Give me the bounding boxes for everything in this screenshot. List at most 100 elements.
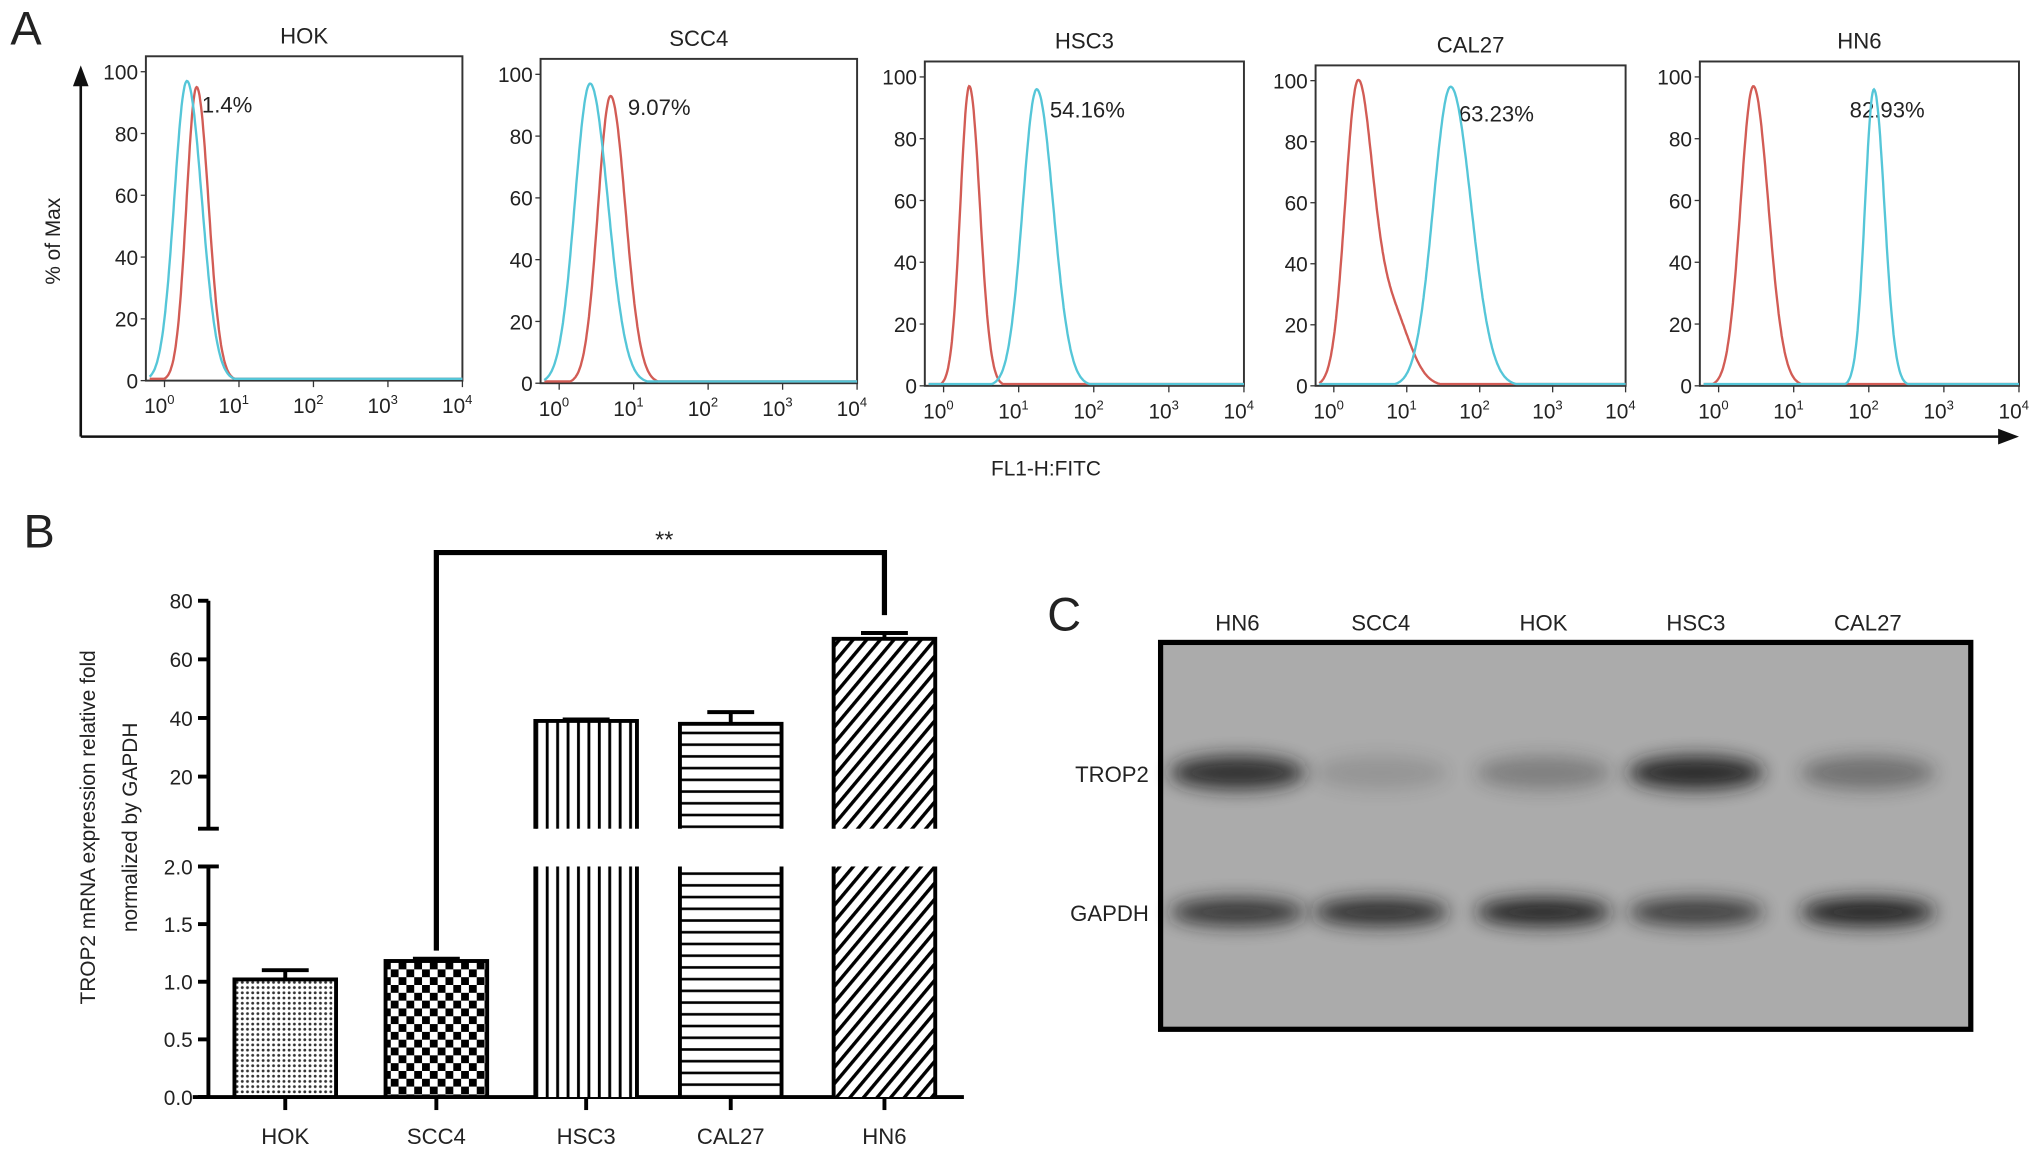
x-tick-base: 10 [998,400,1021,423]
x-tick-label: 104 [1605,397,1635,423]
bar-outline [677,721,784,1098]
y-tick-label: 2.0 [164,856,193,879]
y-tick-label: 100 [882,67,917,90]
x-tick-exponent: 2 [1097,397,1104,412]
sample-histogram [928,87,1244,386]
sample-histogram [148,79,463,380]
panel-title: SCC4 [669,26,728,51]
band-gapdh [1800,897,1936,927]
x-tick-base: 10 [144,395,167,418]
x-tick-exponent: 2 [316,392,323,407]
x-tick-label: 102 [688,395,718,421]
positive-percent: 9.07% [628,95,691,120]
x-tick-label: 103 [762,395,792,421]
y-tick-label: 80 [170,591,193,614]
x-tick-label: 101 [1773,397,1803,423]
bar-rect-upper [535,720,637,829]
y-tick-label: 100 [1273,70,1308,93]
x-tick-label: 104 [442,392,472,418]
x-tick-exponent: 0 [167,392,174,407]
x-tick-base: 10 [1773,400,1796,423]
x-tick-exponent: 4 [1247,397,1254,412]
x-tick-exponent: 0 [1721,397,1728,412]
x-tick-exponent: 4 [860,395,867,410]
panel-title: CAL27 [1437,32,1505,57]
y-tick-label: 80 [1669,129,1692,152]
y-tick-label: 0.5 [164,1029,193,1052]
x-tick-label: 104 [837,395,867,421]
y-tick-label: 60 [170,649,193,672]
x-tick-base: 10 [1073,400,1096,423]
positive-percent: 54.16% [1050,97,1125,122]
x-tick-base: 10 [1459,400,1482,423]
bar-rect [232,977,339,1099]
lane-label: SCC4 [1351,611,1410,636]
y-arrowhead [72,65,89,87]
plot-frame [923,60,1245,387]
x-tick-label: 101 [998,397,1028,423]
bar-rect-upper [833,638,936,829]
x-tick-base: 10 [1313,400,1336,423]
x-tick-base: 10 [442,395,465,418]
y-tick-label: 60 [1669,190,1692,213]
x-tick-base: 10 [368,395,391,418]
bar-outline [831,636,938,1098]
x-tick-exponent: 4 [1628,397,1635,412]
bar-hn6: HN6 [831,631,938,1149]
y-tick-label: 100 [103,62,138,85]
x-tick-label: 104 [1224,397,1254,423]
y-tick-label: 0 [521,373,533,396]
x-tick-exponent: 3 [391,392,398,407]
x-tick-label: 101 [1386,397,1416,423]
bar-rect-lower [833,866,936,1098]
y-tick-label: 0 [1680,376,1692,399]
row-label: TROP2 [1075,762,1149,787]
bar-outline [533,718,639,1098]
bar-rect-lower [679,866,782,1098]
x-tick-base: 10 [1698,400,1721,423]
sample-histogram [1703,87,2019,386]
x-tick-label: 103 [1923,397,1953,423]
y-tick-label: 20 [894,314,917,337]
y-tick-label: 60 [894,190,917,213]
y-tick-label: 60 [510,188,533,211]
x-tick-base: 10 [1848,400,1871,423]
y-tick-label: 0.0 [164,1087,193,1110]
x-tick-label: 102 [293,392,323,418]
x-tick-label: 102 [1848,397,1878,423]
bar-scc4: SCC4 [383,956,490,1149]
band-gapdh [1628,897,1764,927]
band-trop2 [1800,755,1936,790]
plot-frame [1698,60,2020,387]
x-tick-label: HSC3 [557,1124,616,1149]
lane-label: CAL27 [1834,611,1902,636]
panel-title: HN6 [1837,28,1881,53]
panel-title: HOK [280,23,328,48]
flow-histograms: % of Max FL1-H:FITC HOK1.4%0204060801001… [42,23,2029,480]
x-tick-base: 10 [688,398,711,421]
x-tick-label: 102 [1073,397,1103,423]
x-tick-exponent: 4 [2022,397,2029,412]
lane-label: HSC3 [1666,611,1725,636]
x-tick-base: 10 [1605,400,1628,423]
positive-percent: 63.23% [1459,101,1534,126]
x-tick-exponent: 4 [465,392,472,407]
y-tick-label: 40 [1669,252,1692,275]
x-tick-base: 10 [762,398,785,421]
y-tick-label: 100 [498,64,533,87]
x-tick-label: 103 [1148,397,1178,423]
y-tick-label: 20 [510,311,533,334]
x-tick-label: CAL27 [697,1124,765,1149]
significance-bracket [433,549,888,951]
y-tick-label: 80 [1285,132,1308,155]
x-tick-label: SCC4 [407,1124,466,1149]
y-axis-label-line2: normalized by GAPDH [119,723,142,933]
panel-label-b: B [23,505,54,557]
bar-chart: TROP2 mRNA expression relative fold norm… [77,526,964,1149]
bar-cal27: CAL27 [677,710,784,1149]
western-blot: HN6 SCC4 HOK HSC3 CAL27 TROP2 GAPDH [1070,611,1974,1032]
y-axis-label: % of Max [42,197,65,284]
